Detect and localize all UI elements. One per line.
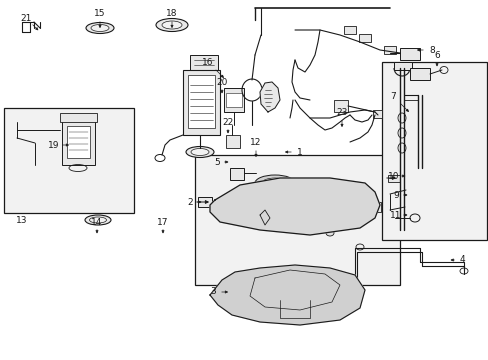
Bar — [229, 168, 244, 180]
Bar — [393, 62, 411, 70]
Ellipse shape — [89, 217, 106, 223]
Ellipse shape — [162, 21, 182, 29]
Text: 18: 18 — [166, 9, 177, 18]
Bar — [60, 113, 97, 122]
Bar — [195, 155, 399, 285]
Bar — [409, 68, 429, 80]
Bar — [371, 202, 380, 212]
Bar — [372, 110, 381, 118]
Polygon shape — [209, 265, 364, 325]
Ellipse shape — [156, 18, 187, 32]
Text: 4: 4 — [458, 256, 464, 265]
Text: 8: 8 — [428, 45, 434, 54]
Text: 5: 5 — [214, 158, 220, 166]
Text: 22: 22 — [222, 117, 233, 126]
Ellipse shape — [320, 186, 338, 194]
Text: 16: 16 — [202, 58, 213, 67]
Bar — [387, 175, 399, 182]
Text: 9: 9 — [392, 190, 398, 199]
Bar — [399, 48, 419, 60]
Text: 12: 12 — [250, 138, 261, 147]
Text: 17: 17 — [157, 217, 168, 226]
Ellipse shape — [262, 178, 287, 188]
Text: 20: 20 — [216, 77, 227, 86]
Text: 6: 6 — [433, 50, 439, 59]
Ellipse shape — [325, 230, 333, 236]
Ellipse shape — [191, 149, 208, 156]
Ellipse shape — [86, 23, 114, 33]
Bar — [383, 46, 395, 54]
Text: 15: 15 — [94, 9, 105, 18]
Text: 7: 7 — [389, 91, 395, 100]
Ellipse shape — [85, 215, 111, 225]
Text: 13: 13 — [16, 216, 28, 225]
Bar — [224, 88, 244, 112]
Text: 14: 14 — [91, 217, 102, 226]
Polygon shape — [209, 178, 379, 235]
Text: 19: 19 — [48, 140, 60, 149]
Bar — [190, 55, 218, 70]
Ellipse shape — [91, 24, 109, 32]
Text: 3: 3 — [210, 288, 215, 297]
Text: 21: 21 — [20, 14, 32, 23]
Bar — [358, 34, 370, 42]
Text: 1: 1 — [297, 148, 302, 157]
Bar — [198, 197, 212, 207]
Text: 10: 10 — [387, 171, 399, 180]
Bar — [343, 26, 355, 34]
Bar — [333, 100, 347, 112]
Bar — [4, 108, 134, 213]
Ellipse shape — [315, 184, 343, 196]
Bar — [225, 135, 240, 148]
Bar — [67, 126, 90, 158]
Bar — [187, 75, 215, 128]
Bar — [381, 62, 486, 240]
Text: 2: 2 — [187, 198, 192, 207]
Bar — [225, 93, 242, 107]
Bar — [183, 70, 220, 135]
Polygon shape — [260, 82, 280, 112]
Ellipse shape — [185, 147, 214, 158]
Bar — [62, 120, 95, 165]
Text: 23: 23 — [336, 108, 347, 117]
Text: 11: 11 — [389, 211, 401, 220]
Ellipse shape — [254, 175, 294, 191]
